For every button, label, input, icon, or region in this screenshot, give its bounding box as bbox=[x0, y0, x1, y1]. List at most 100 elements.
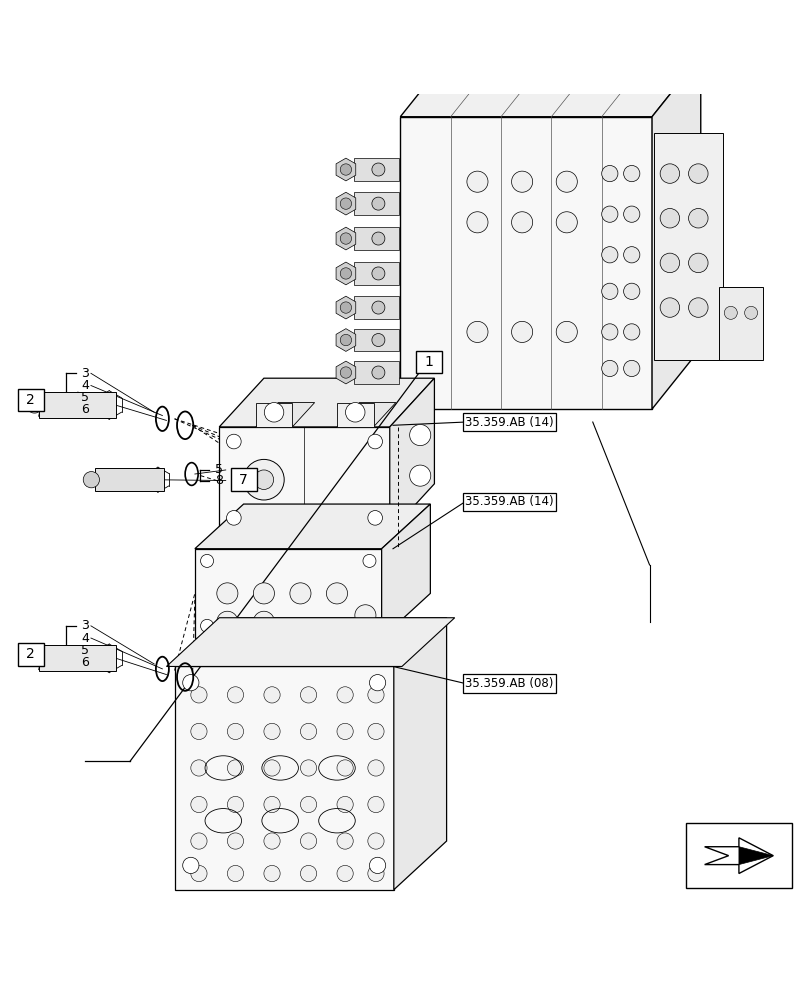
Circle shape bbox=[253, 611, 274, 632]
Circle shape bbox=[300, 865, 316, 882]
Circle shape bbox=[253, 583, 274, 604]
Circle shape bbox=[363, 619, 375, 632]
Circle shape bbox=[337, 687, 353, 703]
Text: 8: 8 bbox=[215, 474, 223, 487]
Circle shape bbox=[367, 796, 384, 813]
Circle shape bbox=[264, 796, 280, 813]
Circle shape bbox=[371, 267, 384, 280]
Circle shape bbox=[369, 857, 385, 874]
Polygon shape bbox=[354, 262, 398, 285]
Text: 35.359.AB (14): 35.359.AB (14) bbox=[465, 416, 553, 429]
Polygon shape bbox=[393, 618, 446, 890]
Circle shape bbox=[337, 833, 353, 849]
Circle shape bbox=[83, 472, 99, 488]
Circle shape bbox=[182, 675, 199, 691]
Polygon shape bbox=[336, 329, 355, 351]
Circle shape bbox=[371, 197, 384, 210]
Circle shape bbox=[601, 283, 617, 299]
Circle shape bbox=[227, 796, 243, 813]
Polygon shape bbox=[414, 20, 528, 89]
Circle shape bbox=[601, 247, 617, 263]
Polygon shape bbox=[336, 158, 355, 181]
Circle shape bbox=[601, 165, 617, 182]
Circle shape bbox=[26, 650, 43, 666]
Circle shape bbox=[623, 360, 639, 377]
Bar bbox=[685, 823, 791, 888]
Circle shape bbox=[191, 723, 207, 740]
Circle shape bbox=[367, 723, 384, 740]
Circle shape bbox=[340, 164, 351, 175]
Polygon shape bbox=[219, 378, 434, 427]
Circle shape bbox=[367, 434, 382, 449]
Circle shape bbox=[723, 306, 736, 319]
Circle shape bbox=[191, 865, 207, 882]
Polygon shape bbox=[174, 666, 393, 890]
Circle shape bbox=[300, 723, 316, 740]
Text: 5: 5 bbox=[215, 463, 223, 476]
Circle shape bbox=[191, 687, 207, 703]
Polygon shape bbox=[174, 618, 446, 666]
Circle shape bbox=[466, 321, 487, 342]
Polygon shape bbox=[381, 504, 430, 638]
Text: 3: 3 bbox=[81, 367, 89, 380]
Circle shape bbox=[688, 208, 707, 228]
Circle shape bbox=[264, 833, 280, 849]
Circle shape bbox=[264, 687, 280, 703]
Polygon shape bbox=[337, 403, 396, 427]
Circle shape bbox=[340, 302, 351, 313]
Polygon shape bbox=[39, 645, 115, 671]
Polygon shape bbox=[354, 361, 398, 384]
Circle shape bbox=[217, 583, 238, 604]
Bar bbox=[18, 643, 44, 666]
Text: 35.359.AB (08): 35.359.AB (08) bbox=[465, 677, 553, 690]
Circle shape bbox=[371, 163, 384, 176]
Text: 3: 3 bbox=[81, 619, 89, 632]
Text: 5: 5 bbox=[81, 391, 89, 404]
Polygon shape bbox=[166, 618, 454, 666]
Circle shape bbox=[371, 366, 384, 379]
Circle shape bbox=[424, 44, 445, 65]
Circle shape bbox=[371, 301, 384, 314]
Circle shape bbox=[217, 611, 238, 632]
Polygon shape bbox=[738, 847, 772, 865]
Circle shape bbox=[243, 459, 284, 500]
Text: 1: 1 bbox=[424, 355, 432, 369]
Circle shape bbox=[659, 164, 679, 183]
Circle shape bbox=[191, 760, 207, 776]
Circle shape bbox=[337, 760, 353, 776]
Circle shape bbox=[367, 687, 384, 703]
Circle shape bbox=[409, 424, 430, 446]
Polygon shape bbox=[255, 403, 292, 427]
Circle shape bbox=[300, 687, 316, 703]
Circle shape bbox=[371, 232, 384, 245]
Circle shape bbox=[556, 212, 577, 233]
Circle shape bbox=[227, 865, 243, 882]
Circle shape bbox=[511, 321, 532, 342]
Polygon shape bbox=[336, 192, 355, 215]
Circle shape bbox=[556, 171, 577, 192]
Polygon shape bbox=[354, 296, 398, 319]
Circle shape bbox=[623, 324, 639, 340]
Circle shape bbox=[623, 247, 639, 263]
Polygon shape bbox=[400, 117, 651, 409]
Text: 4: 4 bbox=[81, 632, 89, 645]
Circle shape bbox=[363, 554, 375, 567]
Circle shape bbox=[264, 403, 284, 422]
Circle shape bbox=[601, 324, 617, 340]
Circle shape bbox=[340, 334, 351, 346]
Circle shape bbox=[688, 253, 707, 273]
Circle shape bbox=[367, 865, 384, 882]
Circle shape bbox=[659, 298, 679, 317]
Text: 5: 5 bbox=[81, 644, 89, 657]
Polygon shape bbox=[651, 56, 700, 409]
Circle shape bbox=[300, 760, 316, 776]
Circle shape bbox=[340, 233, 351, 244]
Polygon shape bbox=[354, 158, 398, 181]
Polygon shape bbox=[718, 287, 762, 360]
Circle shape bbox=[227, 687, 243, 703]
Circle shape bbox=[409, 465, 430, 486]
Circle shape bbox=[688, 164, 707, 183]
Circle shape bbox=[465, 44, 486, 65]
Polygon shape bbox=[336, 361, 355, 384]
Polygon shape bbox=[195, 549, 381, 638]
